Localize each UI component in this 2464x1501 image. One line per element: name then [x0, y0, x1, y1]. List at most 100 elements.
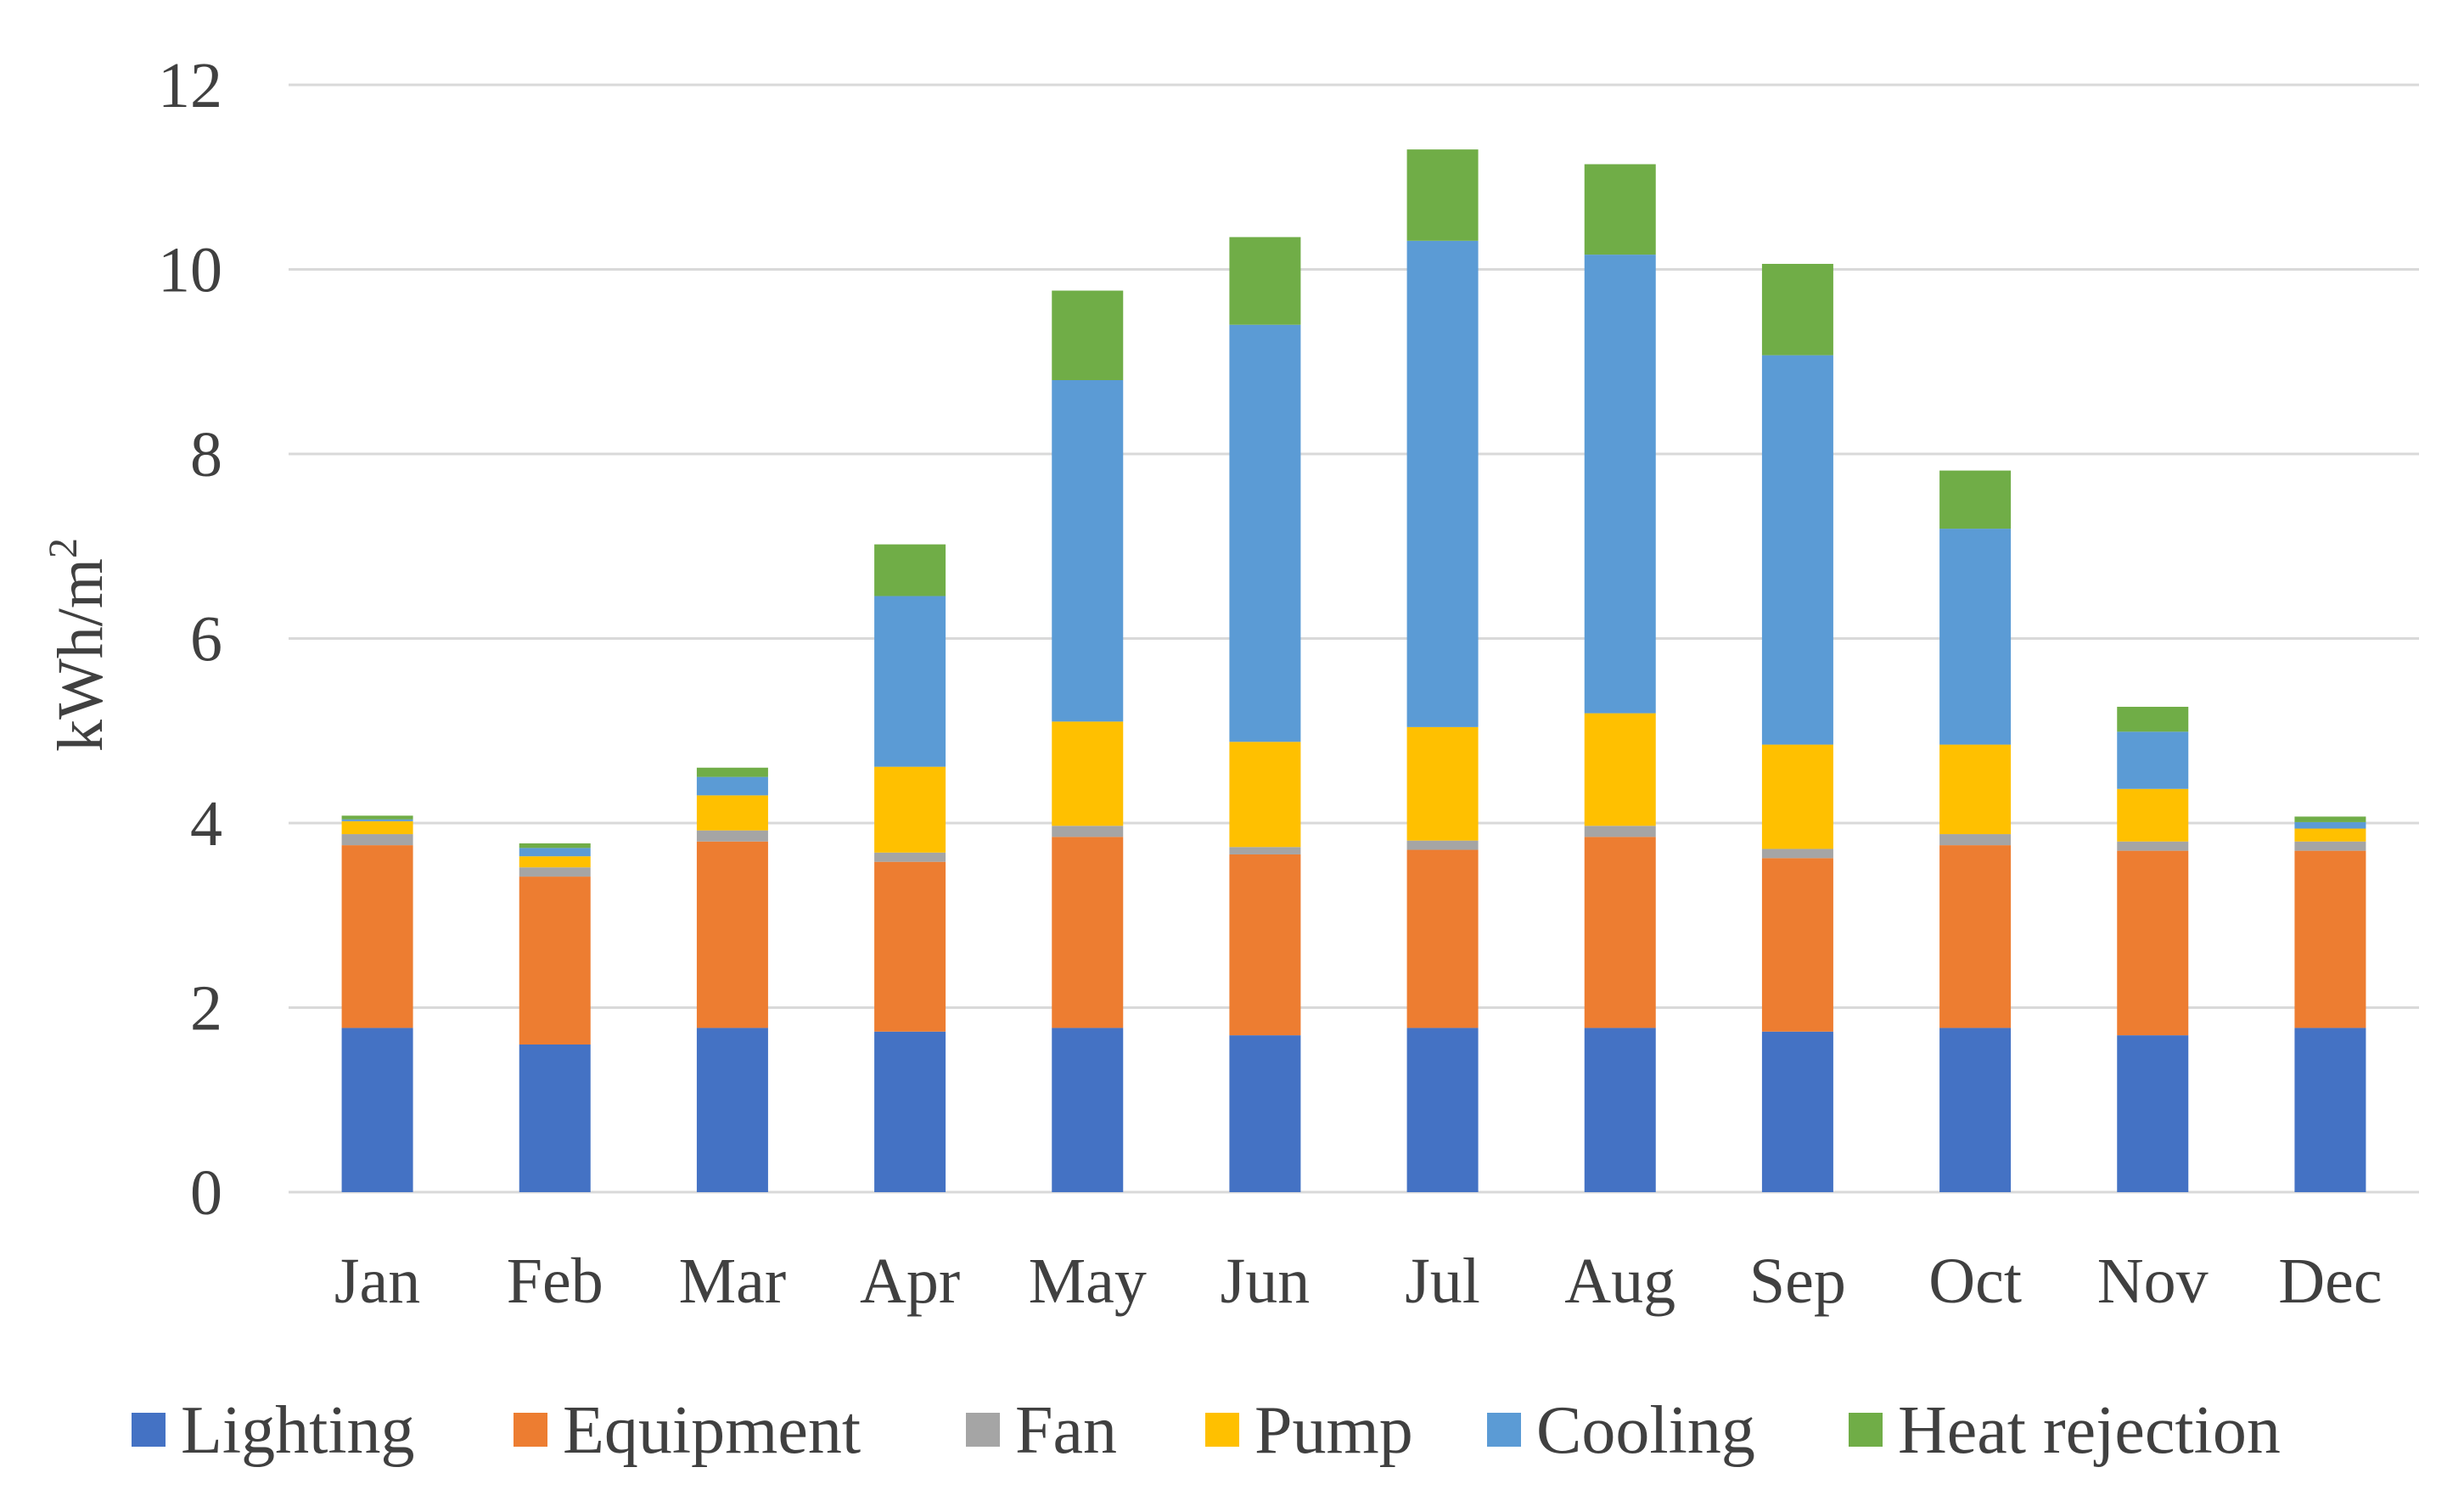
bar-cooling-feb — [519, 848, 591, 857]
bar-lighting-may — [1052, 1028, 1124, 1192]
bar-fan-jul — [1406, 840, 1479, 850]
bar-lighting-jan — [341, 1028, 413, 1192]
legend-label: Cooling — [1536, 1393, 1755, 1468]
bar-heat-rejection-mar — [696, 767, 768, 777]
legend-item: Fan — [966, 1393, 1117, 1468]
legend-item: Heat rejection — [1849, 1393, 2281, 1468]
bar-pump-mar — [696, 795, 768, 831]
x-tick-label: Jun — [1221, 1246, 1311, 1317]
bar-heat-rejection-dec — [2294, 816, 2366, 822]
bar-heat-rejection-apr — [874, 544, 946, 596]
bar-lighting-aug — [1584, 1028, 1656, 1192]
bar-lighting-mar — [696, 1028, 768, 1192]
bar-equipment-dec — [2294, 850, 2366, 1028]
bar-pump-dec — [2294, 828, 2366, 842]
y-tick-label: 10 — [158, 235, 222, 306]
y-tick-label: 6 — [190, 604, 222, 675]
bar-lighting-apr — [874, 1031, 946, 1192]
legend-label: Lighting — [181, 1393, 415, 1468]
legend-swatch — [1849, 1413, 1883, 1447]
bar-heat-rejection-aug — [1584, 164, 1656, 255]
legend-swatch — [514, 1413, 547, 1447]
bar-cooling-mar — [696, 776, 768, 796]
bar-pump-apr — [874, 766, 946, 853]
bar-pump-jun — [1229, 742, 1301, 848]
y-tick-label: 12 — [158, 50, 222, 121]
bar-fan-feb — [519, 867, 591, 877]
bars — [341, 149, 2366, 1192]
bar-cooling-dec — [2294, 821, 2366, 829]
bar-lighting-sep — [1761, 1031, 1833, 1192]
bar-heat-rejection-jul — [1406, 149, 1479, 241]
x-tick-label: Mar — [679, 1246, 787, 1317]
bar-equipment-nov — [2117, 850, 2189, 1036]
bar-equipment-mar — [696, 841, 768, 1028]
bar-cooling-jul — [1406, 240, 1479, 727]
bar-equipment-sep — [1761, 858, 1833, 1032]
bar-heat-rejection-nov — [2117, 706, 2189, 732]
x-tick-label: Jul — [1405, 1246, 1480, 1317]
x-tick-label: Dec — [2278, 1246, 2382, 1317]
bar-lighting-dec — [2294, 1028, 2366, 1192]
bar-pump-may — [1052, 721, 1124, 826]
bar-pump-jan — [341, 821, 413, 835]
legend-item: Pump — [1205, 1393, 1413, 1468]
bar-cooling-jan — [341, 819, 413, 821]
legend-label: Heat rejection — [1898, 1393, 2281, 1468]
x-tick-label: Aug — [1564, 1246, 1675, 1317]
bar-heat-rejection-oct — [1939, 470, 2012, 529]
bar-cooling-apr — [874, 596, 946, 767]
bar-equipment-oct — [1939, 845, 2012, 1028]
bar-equipment-jan — [341, 845, 413, 1028]
bar-cooling-sep — [1761, 355, 1833, 745]
bar-heat-rejection-sep — [1761, 263, 1833, 356]
bar-pump-oct — [1939, 744, 2012, 835]
y-tick-label: 8 — [190, 419, 222, 490]
bar-lighting-jul — [1406, 1028, 1479, 1192]
bar-heat-rejection-may — [1052, 290, 1124, 380]
bar-cooling-aug — [1584, 255, 1656, 714]
bar-heat-rejection-feb — [519, 843, 591, 849]
bar-cooling-may — [1052, 380, 1124, 722]
bar-pump-feb — [519, 856, 591, 868]
bar-fan-jun — [1229, 847, 1301, 854]
y-tick-label: 0 — [190, 1157, 222, 1229]
bar-cooling-nov — [2117, 731, 2189, 789]
bar-fan-jan — [341, 834, 413, 846]
bar-equipment-may — [1052, 837, 1124, 1028]
x-tick-label: Feb — [507, 1246, 603, 1317]
bar-equipment-jun — [1229, 854, 1301, 1036]
y-axis-ticks: 0 2 4 6 8 10 12 — [158, 50, 222, 1229]
bar-lighting-nov — [2117, 1035, 2189, 1192]
bar-fan-nov — [2117, 841, 2189, 851]
bar-fan-aug — [1584, 826, 1656, 837]
legend-label: Pump — [1254, 1393, 1413, 1468]
bar-pump-aug — [1584, 713, 1656, 826]
legend-swatch — [1487, 1413, 1521, 1447]
bar-fan-apr — [874, 852, 946, 862]
bar-equipment-feb — [519, 877, 591, 1045]
bar-fan-dec — [2294, 841, 2366, 851]
legend-item: Cooling — [1487, 1393, 1755, 1468]
legend: Lighting Equipment Fan Pump Cooling Heat reje… — [132, 1393, 2281, 1468]
gridlines — [289, 83, 2419, 1194]
bar-heat-rejection-jan — [341, 815, 413, 820]
legend-item: Lighting — [132, 1393, 415, 1468]
legend-label: Equipment — [563, 1393, 861, 1468]
x-tick-label: Jan — [334, 1246, 420, 1317]
bar-heat-rejection-jun — [1229, 237, 1301, 325]
bar-fan-sep — [1761, 849, 1833, 859]
legend-label: Fan — [1015, 1393, 1117, 1468]
bar-fan-oct — [1939, 834, 2012, 846]
y-tick-label: 2 — [190, 973, 222, 1045]
bar-pump-sep — [1761, 744, 1833, 849]
bar-fan-may — [1052, 826, 1124, 837]
x-tick-label: Apr — [860, 1246, 960, 1317]
x-tick-label: Sep — [1749, 1246, 1846, 1317]
legend-swatch — [1205, 1413, 1239, 1447]
bar-pump-jul — [1406, 726, 1479, 841]
bar-cooling-oct — [1939, 529, 2012, 745]
bar-lighting-feb — [519, 1045, 591, 1192]
